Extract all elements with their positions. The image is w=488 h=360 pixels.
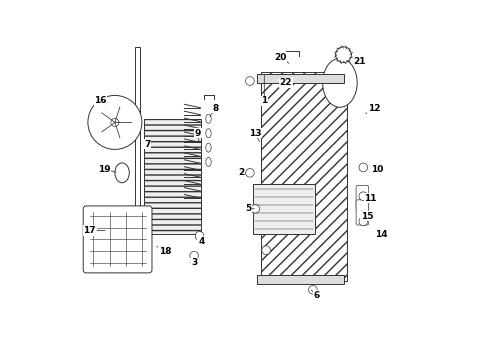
- Circle shape: [358, 163, 367, 172]
- Circle shape: [88, 95, 142, 149]
- Text: 20: 20: [274, 53, 286, 62]
- Bar: [253, 184, 314, 234]
- FancyBboxPatch shape: [83, 206, 152, 273]
- Ellipse shape: [205, 158, 211, 166]
- Circle shape: [261, 246, 270, 255]
- Text: 3: 3: [191, 258, 197, 267]
- Circle shape: [111, 118, 119, 126]
- Text: 14: 14: [374, 230, 387, 239]
- Text: 2: 2: [237, 168, 244, 177]
- Text: 16: 16: [94, 96, 106, 105]
- Text: 13: 13: [248, 129, 261, 138]
- Text: 7: 7: [144, 140, 150, 149]
- Text: 9: 9: [194, 129, 201, 138]
- Text: 22: 22: [279, 78, 291, 87]
- Text: 8: 8: [212, 104, 218, 113]
- Bar: [134, 47, 140, 234]
- Text: 1: 1: [261, 96, 267, 105]
- Bar: [260, 72, 346, 281]
- Ellipse shape: [115, 163, 129, 183]
- Text: 18: 18: [159, 248, 171, 256]
- Bar: [257, 275, 343, 284]
- Circle shape: [245, 77, 254, 85]
- Text: 5: 5: [244, 204, 251, 213]
- Text: 10: 10: [371, 165, 383, 174]
- Circle shape: [195, 231, 203, 240]
- Text: 21: 21: [353, 57, 365, 66]
- Circle shape: [335, 47, 351, 63]
- Text: 19: 19: [98, 165, 110, 174]
- Circle shape: [250, 204, 259, 213]
- Text: 15: 15: [360, 212, 372, 220]
- Bar: [257, 74, 343, 83]
- Ellipse shape: [205, 129, 211, 138]
- Text: 17: 17: [83, 226, 96, 235]
- Circle shape: [308, 285, 317, 294]
- Circle shape: [189, 251, 198, 260]
- FancyBboxPatch shape: [355, 185, 368, 211]
- Ellipse shape: [322, 58, 356, 107]
- Bar: [143, 119, 201, 234]
- Circle shape: [358, 217, 367, 226]
- Text: 12: 12: [367, 104, 380, 113]
- Text: 6: 6: [313, 291, 319, 300]
- Circle shape: [358, 192, 367, 201]
- Circle shape: [245, 168, 254, 177]
- Text: 11: 11: [364, 194, 376, 202]
- Text: 4: 4: [198, 237, 204, 246]
- Ellipse shape: [205, 143, 211, 152]
- Ellipse shape: [205, 114, 211, 123]
- FancyBboxPatch shape: [355, 200, 368, 225]
